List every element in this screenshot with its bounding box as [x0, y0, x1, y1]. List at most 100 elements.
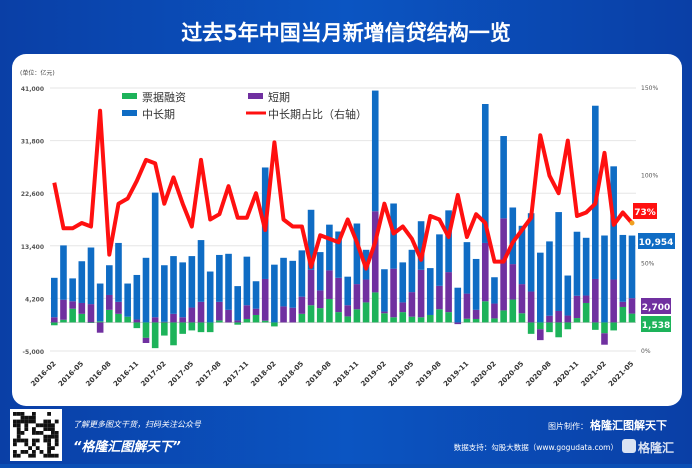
qr-module — [39, 423, 44, 428]
bar-ml — [509, 207, 517, 265]
qr-module — [13, 419, 17, 424]
qr-module — [32, 438, 36, 443]
bar-ml — [399, 262, 407, 303]
end-label-short-box — [641, 298, 671, 314]
qr-module — [24, 415, 29, 420]
bar-ml — [436, 234, 443, 286]
qr-module — [32, 442, 36, 447]
bar-bill — [335, 312, 342, 323]
bar-bill — [509, 299, 517, 323]
bar-short — [436, 285, 443, 310]
bar-bill — [316, 308, 324, 323]
bar-ml — [87, 247, 95, 305]
bar-short — [582, 295, 590, 303]
bar-bill — [417, 317, 425, 323]
end-label-ml-box — [638, 233, 675, 249]
bar-ml — [628, 235, 636, 299]
logo: 格隆汇 — [638, 440, 674, 455]
bar-ml — [500, 136, 507, 219]
bar-ml — [252, 281, 260, 309]
bar-ml — [307, 209, 315, 270]
bar-short — [51, 317, 58, 323]
bar-short — [106, 294, 113, 310]
bar-bill — [307, 305, 315, 323]
bar-bill — [216, 320, 223, 323]
bar-short — [610, 279, 617, 323]
bar-short — [316, 290, 324, 309]
bar-short — [546, 315, 553, 323]
bar-short — [399, 302, 407, 313]
bar-short — [289, 307, 297, 323]
bar-bill — [592, 322, 599, 330]
bar-bill — [546, 322, 553, 333]
qr-module — [16, 419, 21, 424]
bar-bill — [60, 319, 67, 323]
bar-bill — [399, 312, 407, 323]
bar-bill — [206, 322, 214, 333]
qr-module — [35, 438, 40, 443]
qr-module — [54, 419, 59, 424]
bar-ml — [353, 223, 361, 285]
bar-bill — [261, 320, 269, 323]
qr-pattern — [13, 412, 59, 458]
bar-short — [408, 292, 416, 317]
bar-ml — [51, 277, 58, 318]
bar-bill — [271, 322, 278, 327]
bar-bill — [142, 322, 150, 338]
bar-ml — [344, 276, 352, 306]
bar-ml — [445, 210, 452, 273]
unit-label: (单位：亿元) — [20, 69, 55, 77]
bar-short — [96, 322, 104, 333]
qr-module — [47, 423, 51, 428]
footer-brand-quote: “格隆汇图解天下” — [73, 439, 181, 455]
bar-short — [326, 270, 333, 299]
legend-swatch-ml — [122, 110, 137, 116]
logo-icon — [622, 439, 636, 453]
y-tick-label: 41,000 — [21, 86, 44, 93]
end-label-short: 2,700 — [642, 303, 670, 313]
end-label-ml: 10,954 — [639, 238, 674, 248]
y2-tick-label: 50% — [641, 260, 655, 267]
bar-ml — [234, 286, 241, 321]
bar-ml — [555, 212, 562, 311]
bar-ml — [573, 231, 581, 296]
qr-module — [51, 427, 55, 431]
qr-module — [32, 427, 36, 431]
qr-module — [32, 453, 36, 458]
qr-module — [47, 446, 51, 450]
bar-bill — [326, 298, 333, 323]
y-tick-label: 13,400 — [21, 244, 44, 251]
qr-module — [20, 419, 25, 424]
bar-ml — [60, 245, 67, 300]
bar-bill — [500, 310, 507, 323]
bar-short — [454, 322, 462, 325]
bar-bill — [408, 316, 416, 323]
bar-short — [518, 284, 526, 314]
bar-ml — [161, 265, 168, 322]
qr-module — [47, 412, 51, 416]
qr-module — [28, 419, 32, 424]
bar-bill — [197, 322, 205, 333]
bar-bill — [537, 322, 544, 330]
bar-short — [133, 319, 141, 323]
qr-module — [32, 450, 36, 454]
bar-short — [225, 309, 232, 323]
bar-short — [243, 305, 251, 319]
bar-short — [527, 291, 535, 323]
qr-module — [20, 415, 25, 420]
qr-module — [13, 412, 17, 416]
bar-ml — [537, 252, 544, 323]
qr-module — [39, 450, 44, 454]
bar-short — [335, 277, 342, 313]
bar-short — [573, 295, 581, 319]
qr-module — [47, 438, 51, 443]
bar-bill — [564, 322, 572, 330]
bar-bill — [491, 318, 498, 323]
bar-bill — [353, 309, 361, 323]
qr-module — [51, 446, 55, 450]
bar-bill — [161, 322, 168, 336]
bar-short — [252, 308, 260, 315]
bar-short — [491, 303, 498, 319]
bar-bill — [362, 302, 370, 323]
bar-short — [298, 296, 306, 314]
